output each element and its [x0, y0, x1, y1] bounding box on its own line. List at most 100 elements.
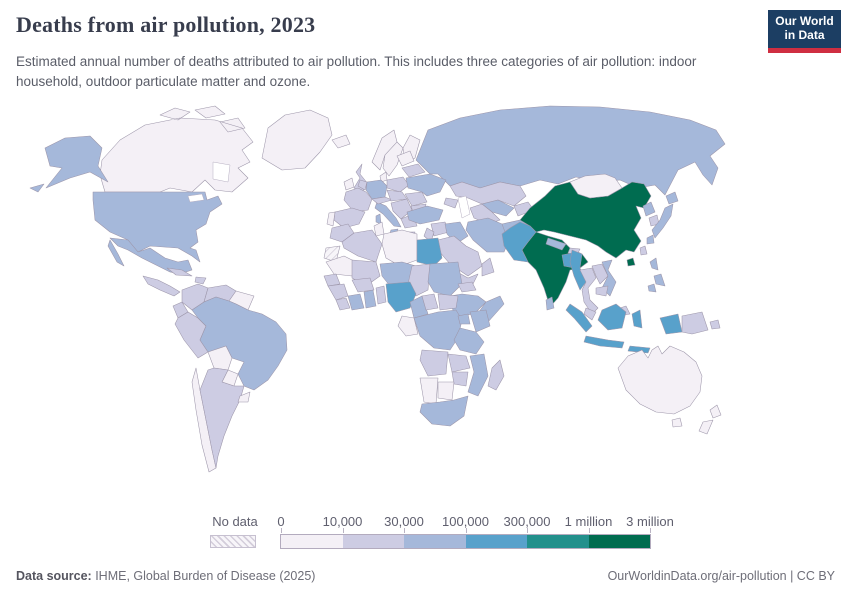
country-iraq[interactable] — [444, 221, 469, 245]
country-papua-new-guinea[interactable] — [681, 311, 721, 335]
country-sweden[interactable] — [382, 141, 404, 177]
country-guinea-group[interactable] — [327, 283, 349, 301]
country-chad[interactable] — [407, 263, 431, 297]
country-oman[interactable] — [481, 257, 495, 277]
country-algeria[interactable] — [341, 229, 383, 263]
country-central-african-republic[interactable] — [421, 293, 439, 311]
country-pakistan[interactable] — [501, 221, 537, 263]
country-south-africa[interactable] — [419, 395, 469, 427]
country-burkina-faso[interactable] — [351, 277, 375, 293]
country-philippines[interactable] — [647, 257, 666, 293]
footer-link[interactable]: OurWorldinData.org/air-pollution | CC BY — [607, 569, 835, 583]
country-hispaniola[interactable] — [194, 276, 207, 285]
country-bolivia[interactable] — [207, 345, 233, 371]
country-mongolia[interactable] — [569, 173, 623, 199]
country-tunisia[interactable] — [373, 221, 385, 237]
country-north-korea[interactable] — [642, 201, 656, 217]
country-uruguay[interactable] — [237, 391, 251, 403]
country-senegal[interactable] — [323, 273, 341, 287]
country-angola[interactable] — [419, 349, 449, 377]
world-map — [10, 100, 840, 512]
legend-bin-4[interactable] — [527, 535, 589, 548]
country-uganda[interactable] — [457, 313, 471, 325]
chart-subtitle: Estimated annual number of deaths attrib… — [16, 54, 697, 90]
legend-no-data-swatch[interactable] — [210, 535, 256, 548]
legend-tick-label: 0 — [277, 514, 285, 529]
country-congo-gabon[interactable] — [397, 315, 419, 337]
country-ukraine[interactable] — [405, 173, 447, 197]
legend-tick-mark — [404, 528, 405, 533]
legend-bin-0[interactable] — [281, 535, 343, 548]
country-benelux[interactable] — [357, 179, 368, 191]
country-cuba[interactable] — [166, 267, 193, 277]
legend-tick-label: 300,000 — [503, 514, 551, 529]
country-thailand[interactable] — [579, 267, 599, 315]
country-australia[interactable] — [617, 345, 703, 428]
country-sri-lanka[interactable] — [545, 296, 555, 311]
country-nepal[interactable] — [545, 237, 567, 251]
caspian-sea — [457, 195, 471, 219]
country-kenya[interactable] — [469, 309, 491, 333]
hudson-bay — [212, 161, 231, 183]
country-balkans[interactable] — [390, 198, 413, 220]
country-sierra-leone-liberia[interactable] — [335, 297, 351, 311]
legend-bin-5[interactable] — [588, 535, 650, 548]
legend-tick-mark — [650, 528, 651, 533]
footer-source: Data source: IHME, Global Burden of Dise… — [16, 569, 315, 583]
country-south-sudan[interactable] — [437, 293, 459, 311]
country-botswana[interactable] — [437, 381, 455, 401]
country-brazil[interactable] — [191, 296, 288, 391]
legend-tick-mark — [588, 528, 590, 533]
country-madagascar[interactable] — [487, 359, 505, 391]
country-new-zealand[interactable] — [698, 404, 722, 435]
country-indonesia[interactable] — [565, 303, 683, 354]
country-zambia[interactable] — [447, 353, 471, 373]
country-turkmenistan[interactable] — [469, 203, 501, 225]
country-canada[interactable] — [99, 105, 254, 193]
country-turkey[interactable] — [406, 205, 444, 225]
legend-bin-2[interactable] — [404, 535, 466, 548]
country-namibia[interactable] — [419, 377, 439, 405]
country-drc[interactable] — [413, 309, 463, 351]
legend-no-data: No data — [210, 514, 260, 548]
country-ireland[interactable] — [343, 177, 355, 191]
country-belarus[interactable] — [401, 163, 426, 178]
country-eritrea[interactable] — [457, 281, 477, 293]
country-baltics[interactable] — [396, 150, 415, 167]
country-united-states[interactable] — [29, 135, 223, 263]
legend-bin-3[interactable] — [465, 535, 527, 548]
country-zimbabwe[interactable] — [451, 371, 469, 387]
country-laos[interactable] — [591, 263, 609, 285]
country-greenland[interactable] — [261, 109, 333, 171]
country-spain[interactable] — [333, 207, 366, 229]
country-france[interactable] — [343, 187, 373, 213]
country-japan[interactable] — [646, 191, 679, 245]
country-iran[interactable] — [465, 217, 511, 253]
country-tanzania[interactable] — [453, 327, 485, 355]
country-libya[interactable] — [381, 229, 418, 267]
country-sudan[interactable] — [427, 261, 463, 297]
country-togo-benin[interactable] — [375, 285, 387, 305]
owid-logo[interactable]: Our World in Data — [768, 10, 841, 53]
country-central-america[interactable] — [142, 275, 181, 297]
legend-bin-1[interactable] — [342, 535, 404, 548]
legend-color-ramp: 0 10,000 30,000 100,000 300,000 1 million 3 mi… — [277, 514, 674, 550]
country-nigeria[interactable] — [385, 281, 417, 313]
country-taiwan[interactable] — [639, 245, 648, 256]
country-mexico[interactable] — [107, 237, 193, 275]
legend-tick-label: 30,000 — [384, 514, 424, 529]
country-romania[interactable] — [404, 191, 428, 207]
country-iceland[interactable] — [331, 134, 351, 149]
country-cambodia[interactable] — [595, 285, 609, 297]
country-ghana[interactable] — [363, 289, 377, 309]
country-egypt[interactable] — [416, 237, 443, 267]
country-argentina[interactable] — [199, 367, 245, 469]
country-mozambique[interactable] — [467, 353, 489, 397]
country-portugal[interactable] — [326, 211, 336, 227]
country-myanmar[interactable] — [569, 249, 587, 291]
country-poland[interactable] — [386, 176, 410, 193]
country-caucasus[interactable] — [443, 197, 459, 209]
country-ivory-coast[interactable] — [347, 293, 365, 311]
legend-color-bar — [280, 534, 651, 549]
